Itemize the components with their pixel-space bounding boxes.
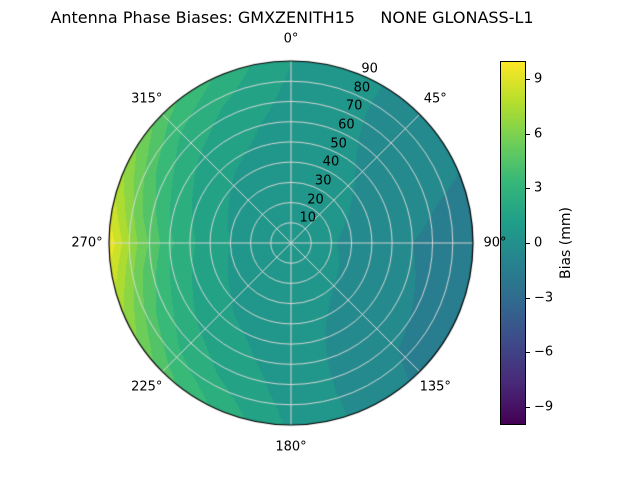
- colorbar: [500, 61, 526, 425]
- colorbar-gradient: [501, 62, 525, 424]
